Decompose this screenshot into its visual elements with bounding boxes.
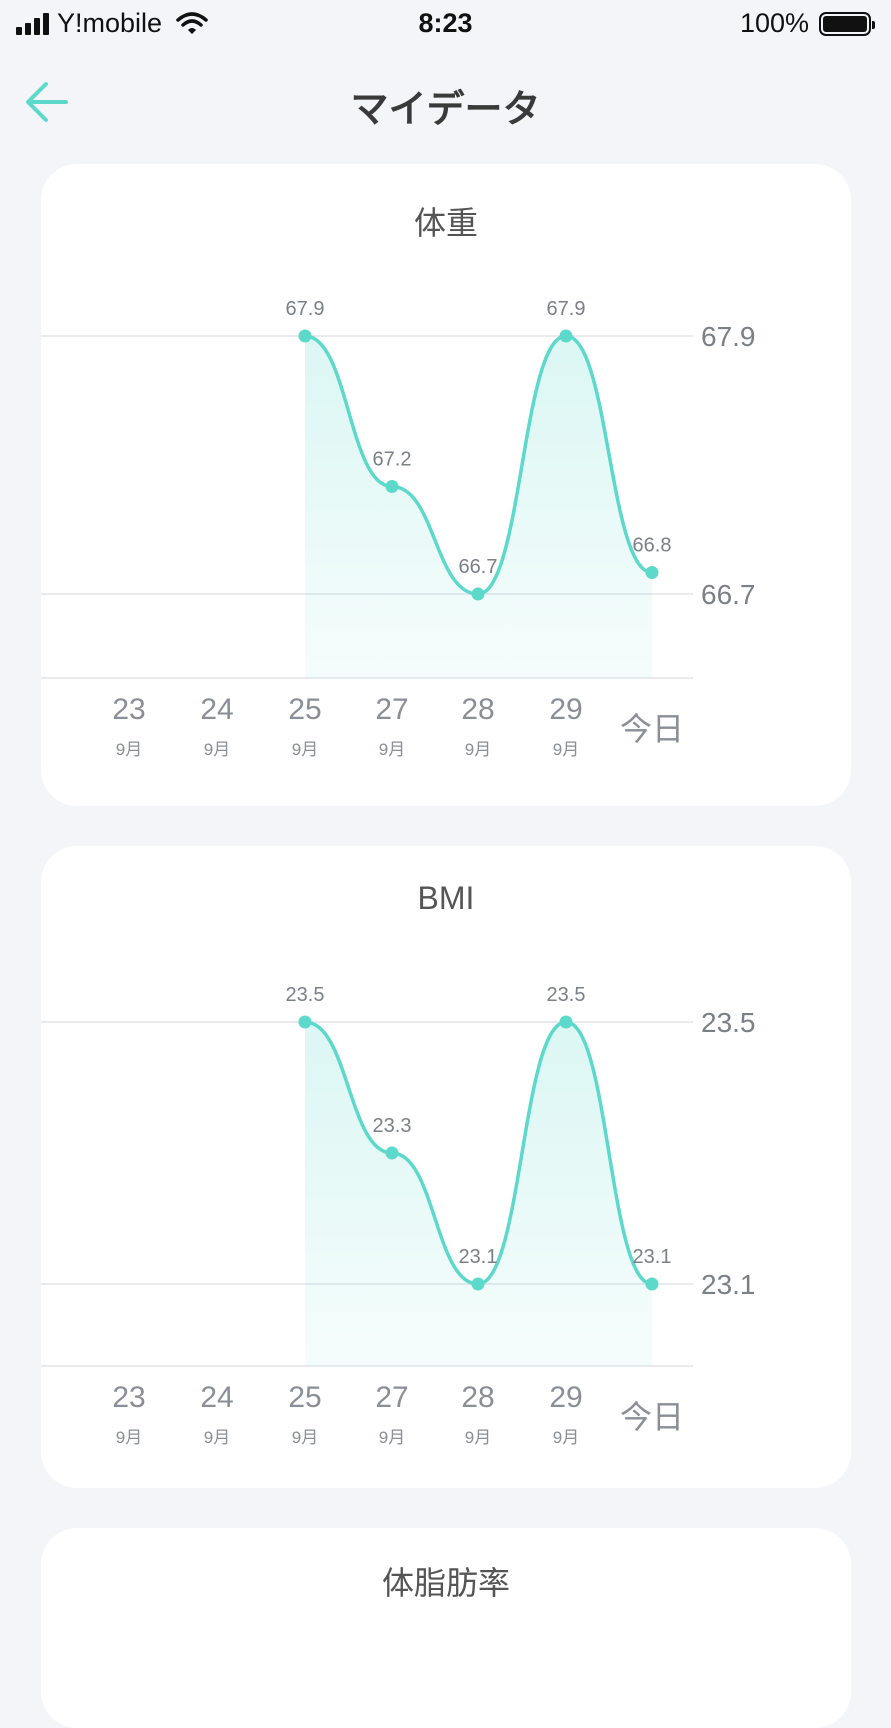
bmi-chart: 23.5 23.1 23.5 23.3 23.1 23.5 23.1 23 9月 24 9月 25 9月… <box>41 984 756 1447</box>
status-bar: Y!mobile 8:23 100% <box>0 0 891 50</box>
y-reference-label: 66.7 <box>701 579 756 610</box>
x-tick-month: 9月 <box>292 740 318 759</box>
data-label: 23.5 <box>286 984 325 1006</box>
wifi-icon <box>176 11 208 34</box>
y-reference-label: 23.1 <box>701 1269 756 1300</box>
data-point[interactable] <box>471 1277 485 1291</box>
data-label: 67.9 <box>547 298 586 320</box>
x-tick-day: 29 <box>549 1381 582 1414</box>
bmi-card: BMI 23.5 23.1 23.5 23.3 23.1 23.5 23.1 23 9月 24 9月… <box>41 846 851 1488</box>
data-point[interactable] <box>298 1015 312 1029</box>
series-area <box>305 1022 652 1366</box>
data-point[interactable] <box>645 566 659 579</box>
battery-icon <box>819 11 875 36</box>
data-label: 23.5 <box>547 984 586 1006</box>
x-tick-month: 9月 <box>553 1428 579 1447</box>
x-tick-day: 28 <box>461 693 494 726</box>
data-label: 23.3 <box>373 1115 412 1137</box>
x-tick-month: 9月 <box>465 740 491 759</box>
back-button[interactable] <box>18 74 78 130</box>
x-tick-month: 9月 <box>379 1428 405 1447</box>
weight-chart: 67.9 66.7 67.9 67.2 66.7 67.9 66.8 23 9月 24 9月 25 9月… <box>41 298 756 759</box>
x-tick-month: 9月 <box>116 1428 142 1447</box>
x-tick-day: 24 <box>200 1381 233 1414</box>
data-point[interactable] <box>559 329 573 343</box>
bmi-card-title: BMI <box>417 880 475 916</box>
nav-bar: マイデータ <box>0 60 891 140</box>
data-label: 66.7 <box>459 556 498 578</box>
x-tick-day: 24 <box>200 693 233 726</box>
data-label: 23.1 <box>633 1246 672 1268</box>
data-label: 67.2 <box>373 449 412 471</box>
x-tick-month: 9月 <box>465 1428 491 1447</box>
body-fat-card-title: 体脂肪率 <box>381 1565 510 1601</box>
x-tick-day: 23 <box>112 693 145 726</box>
data-label: 23.1 <box>459 1246 498 1268</box>
back-arrow-icon <box>26 82 68 122</box>
status-left: Y!mobile <box>16 8 208 39</box>
signal-icon <box>16 12 49 35</box>
x-tick-day: 28 <box>461 1381 494 1414</box>
series-line <box>304 334 653 596</box>
page-title: マイデータ <box>350 89 541 131</box>
data-label: 67.9 <box>286 298 325 320</box>
data-label: 66.8 <box>633 535 672 557</box>
data-point[interactable] <box>559 1015 573 1029</box>
x-tick-day: 23 <box>112 1381 145 1414</box>
data-point[interactable] <box>645 1277 659 1291</box>
carrier-name: Y!mobile <box>57 8 163 38</box>
data-point[interactable] <box>471 587 485 601</box>
y-reference-label: 23.5 <box>701 1007 756 1038</box>
series-area <box>305 336 652 678</box>
x-tick-month: 9月 <box>204 1428 230 1447</box>
weight-card-title: 体重 <box>413 205 478 241</box>
body-fat-card: 体脂肪率 <box>41 1528 851 1728</box>
x-tick-day: 25 <box>288 1381 321 1414</box>
status-right: 100% <box>739 8 875 39</box>
data-point[interactable] <box>385 480 399 493</box>
x-tick-day: 25 <box>288 693 321 726</box>
x-tick-month: 9月 <box>204 740 230 759</box>
x-tick-month: 9月 <box>116 740 142 759</box>
x-tick-month: 9月 <box>379 740 405 759</box>
x-tick-day: 27 <box>375 1381 408 1414</box>
x-tick-today: 今日 <box>620 1399 684 1435</box>
battery-percentage: 100% <box>739 8 809 38</box>
data-point[interactable] <box>298 329 312 343</box>
x-tick-today: 今日 <box>620 711 684 747</box>
weight-card: 体重 67.9 66.7 67.9 67.2 66.7 67.9 66.8 23 9月 24 9月 2… <box>41 164 851 806</box>
y-reference-label: 67.9 <box>701 321 756 352</box>
x-tick-day: 29 <box>549 693 582 726</box>
series-line <box>304 1020 653 1286</box>
data-point[interactable] <box>385 1146 399 1160</box>
x-tick-month: 9月 <box>292 1428 318 1447</box>
x-tick-day: 27 <box>375 693 408 726</box>
status-time: 8:23 <box>418 8 473 38</box>
x-tick-month: 9月 <box>553 740 579 759</box>
